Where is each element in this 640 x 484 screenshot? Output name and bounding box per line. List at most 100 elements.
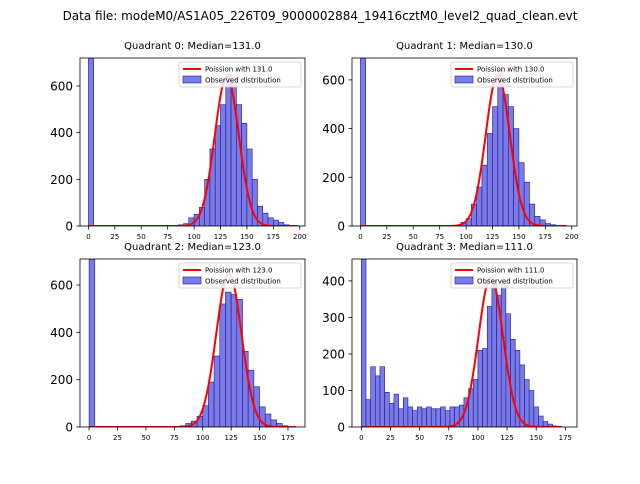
x-tick-label: 75: [170, 434, 179, 442]
histogram-bar: [394, 394, 399, 427]
y-tick-label: 0: [337, 421, 345, 435]
x-tick-label: 200: [565, 233, 578, 241]
histogram-bar: [492, 107, 497, 226]
histogram-bar: [417, 407, 422, 427]
histogram-bar: [445, 411, 450, 427]
x-tick-label: 125: [224, 434, 237, 442]
histogram-bar: [226, 74, 231, 226]
histogram-bar: [539, 416, 544, 427]
histogram-bar: [220, 304, 226, 427]
histogram-bar: [529, 390, 534, 427]
legend-line-label: Poission with 130.0: [477, 66, 545, 74]
histogram-bar: [88, 58, 93, 226]
x-tick-label: 75: [163, 233, 172, 241]
legend-bar-label: Observed distribution: [205, 77, 281, 85]
histogram-bar: [366, 400, 371, 427]
histogram-bar: [413, 411, 418, 427]
histogram-bar: [483, 348, 488, 427]
histogram-bar: [380, 367, 385, 427]
figure-title: Data file: modeM0/AS1A05_226T09_90000028…: [63, 9, 578, 23]
histogram-bar: [389, 403, 394, 427]
histogram-bar: [450, 407, 455, 427]
x-tick-label: 150: [253, 434, 266, 442]
histogram-bar: [385, 392, 390, 427]
histogram-bar: [525, 380, 530, 427]
x-tick-label: 125: [214, 233, 227, 241]
x-tick-label: 50: [141, 434, 150, 442]
fit-line: [88, 77, 297, 226]
x-tick-label: 25: [386, 434, 395, 442]
histogram-bar: [441, 407, 446, 427]
panel-title: Quadrant 0: Median=131.0: [124, 41, 261, 52]
x-tick-label: 175: [559, 434, 572, 442]
histogram-bar: [427, 407, 432, 427]
x-tick-label: 150: [530, 434, 543, 442]
y-tick-label: 600: [50, 80, 73, 94]
histogram-bar: [487, 306, 492, 427]
histogram-bar: [371, 367, 376, 427]
x-tick-label: 125: [500, 434, 513, 442]
histogram-bar: [220, 105, 225, 226]
y-tick-label: 400: [50, 326, 73, 340]
histogram-bar: [89, 259, 95, 427]
fit-line: [89, 273, 296, 427]
histogram-bar: [487, 133, 492, 226]
panel-title: Quadrant 2: Median=123.0: [124, 242, 261, 253]
x-tick-label: 100: [187, 233, 200, 241]
x-tick-label: 150: [512, 233, 525, 241]
x-tick-label: 0: [358, 233, 362, 241]
x-tick-label: 100: [196, 434, 209, 442]
x-tick-label: 200: [293, 233, 306, 241]
histogram-bar: [534, 407, 539, 427]
histogram-bar: [375, 376, 380, 427]
x-tick-label: 75: [435, 233, 444, 241]
panel-title: Quadrant 1: Median=130.0: [396, 41, 533, 52]
y-tick-label: 0: [65, 220, 73, 234]
histogram-bar: [473, 380, 478, 427]
fit-line: [360, 75, 566, 226]
x-tick-label: 25: [113, 434, 122, 442]
x-tick-label: 25: [382, 233, 391, 241]
histogram-bar: [492, 281, 497, 427]
x-tick-label: 175: [281, 434, 294, 442]
y-tick-label: 0: [337, 220, 345, 234]
histogram-bar: [482, 165, 487, 226]
y-tick-label: 400: [322, 274, 345, 288]
histogram-bar: [422, 409, 427, 427]
legend-line-label: Poission with 123.0: [205, 267, 273, 275]
x-tick-label: 75: [444, 434, 453, 442]
histogram-bar: [399, 409, 404, 427]
x-tick-label: 150: [240, 233, 253, 241]
y-tick-label: 200: [322, 171, 345, 185]
x-tick-label: 50: [137, 233, 146, 241]
x-tick-label: 175: [267, 233, 280, 241]
panel-0: Quadrant 0: Median=131.0 0 25 50 75 100 125 150…: [50, 41, 306, 241]
histogram-bar: [498, 70, 503, 226]
x-tick-label: 50: [409, 233, 418, 241]
histogram-bar: [478, 350, 483, 427]
x-tick-label: 0: [359, 434, 363, 442]
legend-bar-swatch: [455, 76, 473, 83]
legend-bar-swatch: [455, 277, 473, 284]
histogram-bar: [225, 292, 231, 427]
x-tick-label: 50: [415, 434, 424, 442]
x-tick-label: 0: [86, 233, 90, 241]
histogram-bar: [431, 409, 436, 427]
legend-bar-label: Observed distribution: [477, 278, 553, 286]
legend-bar-swatch: [183, 76, 201, 83]
histogram-bar: [360, 58, 365, 226]
histogram-bar: [361, 259, 366, 427]
x-tick-label: 25: [110, 233, 119, 241]
y-tick-label: 200: [50, 373, 73, 387]
y-tick-label: 200: [50, 173, 73, 187]
legend-bar-swatch: [183, 277, 201, 284]
histogram-bar: [436, 409, 441, 427]
legend-bar-label: Observed distribution: [477, 77, 553, 85]
histogram-bar: [215, 126, 220, 226]
